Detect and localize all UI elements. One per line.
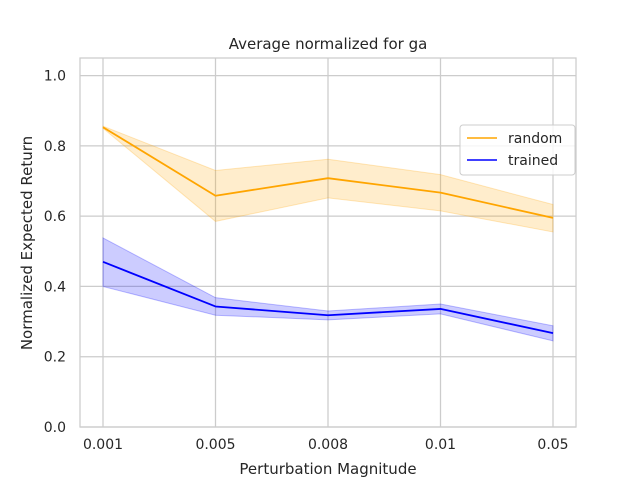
series-lines (102, 126, 554, 335)
y-axis-label: Normalized Expected Return (18, 136, 36, 350)
legend: random trained (459, 124, 576, 176)
y-tick-label: 1.0 (44, 69, 66, 85)
x-tick-label: 0.001 (83, 437, 123, 453)
legend-label-trained: trained (508, 153, 558, 169)
y-tick-label: 0.8 (44, 139, 66, 155)
y-tick-label: 0.6 (44, 209, 66, 225)
line-random (102, 126, 554, 219)
chart-title: Average normalized for ga (229, 35, 428, 53)
y-tick-label: 0.2 (44, 350, 66, 366)
y-tick-label: 0.4 (44, 279, 66, 295)
x-axis-ticks: 0.001 0.005 0.008 0.01 0.05 (83, 437, 569, 453)
y-tick-label: 0.0 (44, 420, 66, 436)
plot-frame (79, 57, 577, 428)
x-axis-label: Perturbation Magnitude (239, 460, 416, 478)
x-tick-label: 0.008 (308, 437, 348, 453)
grid (80, 58, 576, 428)
x-tick-label: 0.05 (537, 437, 568, 453)
x-tick-label: 0.01 (425, 437, 456, 453)
legend-label-random: random (508, 131, 562, 147)
line-trained (102, 260, 554, 335)
band-trained (102, 237, 554, 342)
x-tick-label: 0.005 (195, 437, 235, 453)
y-axis-ticks: 0.0 0.2 0.4 0.6 0.8 1.0 (44, 69, 66, 436)
